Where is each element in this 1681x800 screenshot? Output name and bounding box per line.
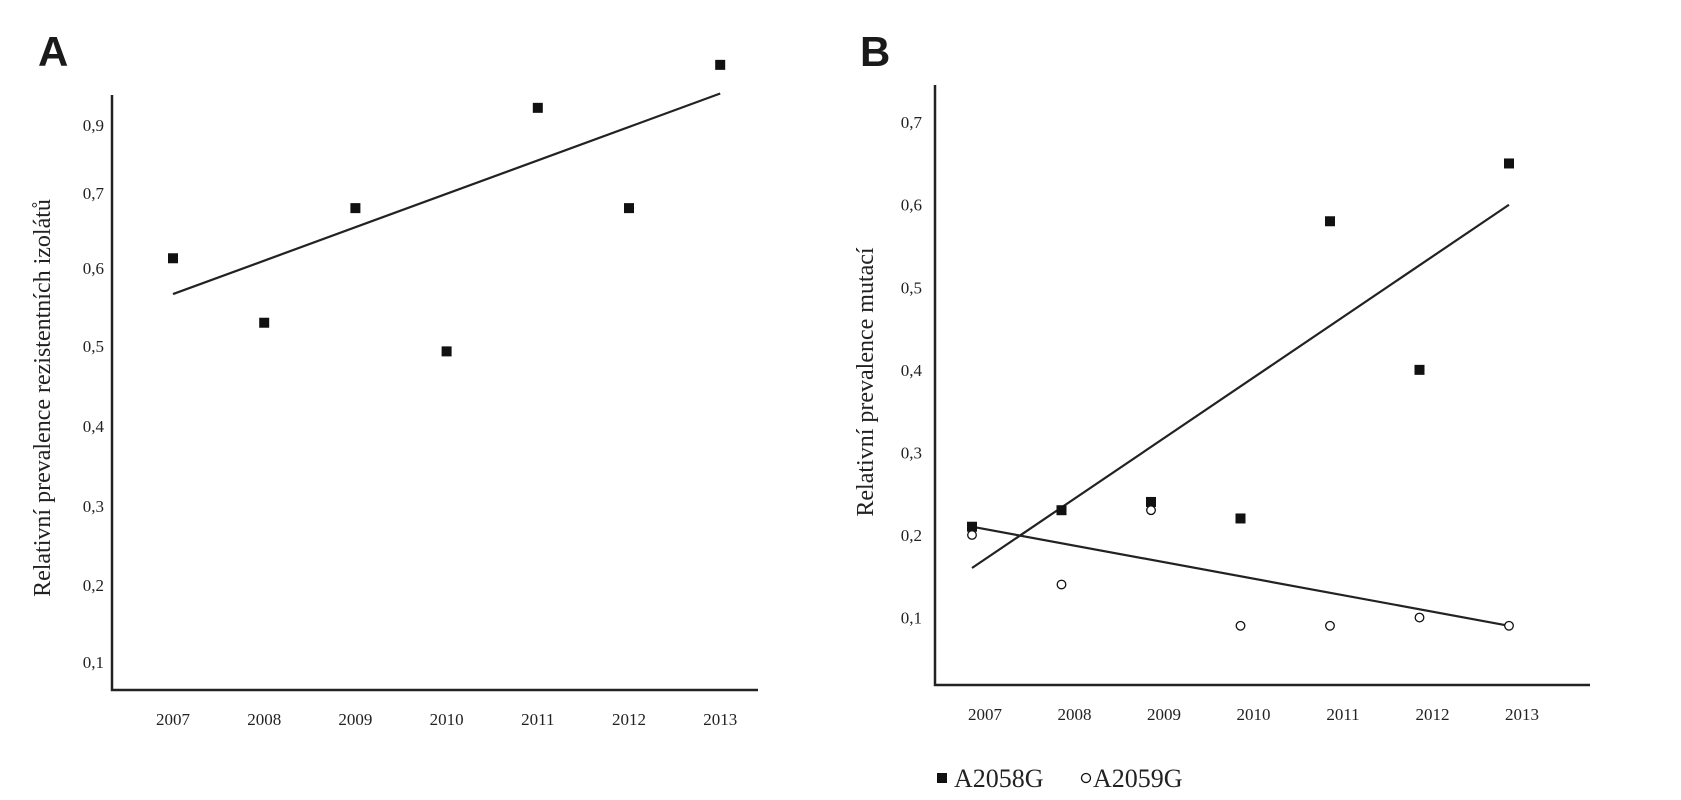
data-point-a2059g (1235, 620, 1246, 631)
panel-a-letter: A (38, 28, 68, 75)
data-point (350, 203, 361, 214)
panel-b-x-tick-label: 2007 (968, 705, 1003, 724)
data-point (715, 59, 726, 70)
data-point-a2059g (1056, 579, 1067, 590)
data-point-a2059g (1146, 505, 1156, 516)
panel-b-x-ticks: 2007 2008 2009 2010 2011 2012 2013 (968, 705, 1539, 724)
legend-label-a2058g: A2058G (954, 764, 1044, 793)
data-point-a2059g (1504, 620, 1514, 631)
panel-a: A 0,10,20,30,40,50,60,70,9 2007 2008 2009 2… (30, 28, 758, 729)
legend-label-a2059g: A2059G (1093, 764, 1183, 793)
data-point-a2058g (1235, 513, 1246, 524)
panel-a-y-tick-label: 0,4 (83, 417, 105, 436)
panel-b: B 0,1 0,2 0,3 0,4 0,5 0,6 0,7 2007 2008 2009 2010… (853, 28, 1590, 724)
panel-b-y-tick-label: 0,5 (901, 278, 922, 297)
panel-b-x-tick-label: 2008 (1058, 705, 1092, 724)
panel-a-y-tick-label: 0,1 (83, 653, 104, 672)
panel-b-y-tick-label: 0,4 (901, 361, 923, 380)
data-point (624, 203, 634, 214)
legend: A2058G A2059G (937, 764, 1183, 793)
trendline (172, 92, 721, 296)
panel-b-y-tick-label: 0,2 (901, 526, 922, 545)
data-point-a2059g (967, 530, 977, 540)
panel-a-points (168, 59, 726, 357)
panel-b-axes (933, 85, 1590, 687)
panel-a-x-tick-label: 2013 (703, 710, 737, 729)
data-point (168, 253, 178, 264)
data-point (441, 346, 452, 357)
data-point-a2058g (1056, 505, 1067, 516)
data-point-a2058g (1146, 496, 1156, 507)
panel-b-y-tick-label: 0,6 (901, 196, 922, 215)
panel-b-x-tick-label: 2010 (1237, 705, 1271, 724)
panel-b-y-ticks: 0,1 0,2 0,3 0,4 0,5 0,6 0,7 (901, 113, 923, 627)
panel-a-y-axis-label: Relativní prevalence rezistentních izolá… (30, 199, 56, 597)
panel-b-x-tick-label: 2012 (1416, 705, 1450, 724)
data-point-a2058g (967, 521, 977, 532)
data-point-a2059g (1414, 612, 1425, 623)
panel-b-letter: B (860, 28, 890, 75)
legend-marker-a2058g (937, 773, 947, 783)
panel-a-x-ticks: 2007 2008 2009 2010 2011 2012 2013 (156, 710, 737, 729)
panel-b-y-axis-label: Relativní prevalence mutací (853, 247, 879, 517)
panel-a-x-tick-label: 2008 (247, 710, 281, 729)
panel-a-x-tick-label: 2010 (430, 710, 464, 729)
panel-b-y-tick-label: 0,3 (901, 443, 922, 462)
trendline-a2059g (971, 525, 1510, 627)
panel-a-y-tick-label: 0,7 (83, 184, 105, 203)
panel-a-y-ticks: 0,1 0,2 0,3 0,4 0,5 0,6 0,7 0,9 (83, 116, 105, 672)
panel-a-y-tick-label: 0,6 (83, 259, 104, 278)
panel-a-y-tick-label: 0,2 (83, 576, 104, 595)
data-point-a2058g (1414, 364, 1425, 375)
panel-b-y-tick-label: 0,1 (901, 609, 922, 628)
panel-b-x-tick-label: 2009 (1147, 705, 1181, 724)
panel-a-y-tick-label: 0,5 (83, 337, 104, 356)
panel-a-trendlines (172, 92, 721, 296)
panel-b-x-tick-label: 2011 (1326, 705, 1359, 724)
data-point-a2058g (1504, 158, 1514, 169)
panel-a-x-tick-label: 2007 (156, 710, 191, 729)
panel-a-x-tick-label: 2012 (612, 710, 646, 729)
panel-a-x-tick-label: 2011 (521, 710, 554, 729)
panel-b-points (967, 158, 1514, 631)
panel-b-y-tick-label: 0,7 (901, 113, 923, 132)
panel-a-y-tick-label: 0,9 (83, 116, 104, 135)
data-point (532, 102, 543, 113)
data-point-a2059g (1325, 620, 1335, 631)
panel-a-axes (110, 95, 758, 692)
legend-marker-a2059g (1080, 772, 1092, 784)
panel-a-x-tick-label: 2009 (338, 710, 372, 729)
data-point (259, 317, 270, 328)
panel-b-x-tick-label: 2013 (1505, 705, 1539, 724)
panel-a-y-tick-label: 0,3 (83, 497, 104, 516)
panel-b-trendlines (971, 203, 1510, 627)
data-point-a2058g (1325, 216, 1335, 227)
